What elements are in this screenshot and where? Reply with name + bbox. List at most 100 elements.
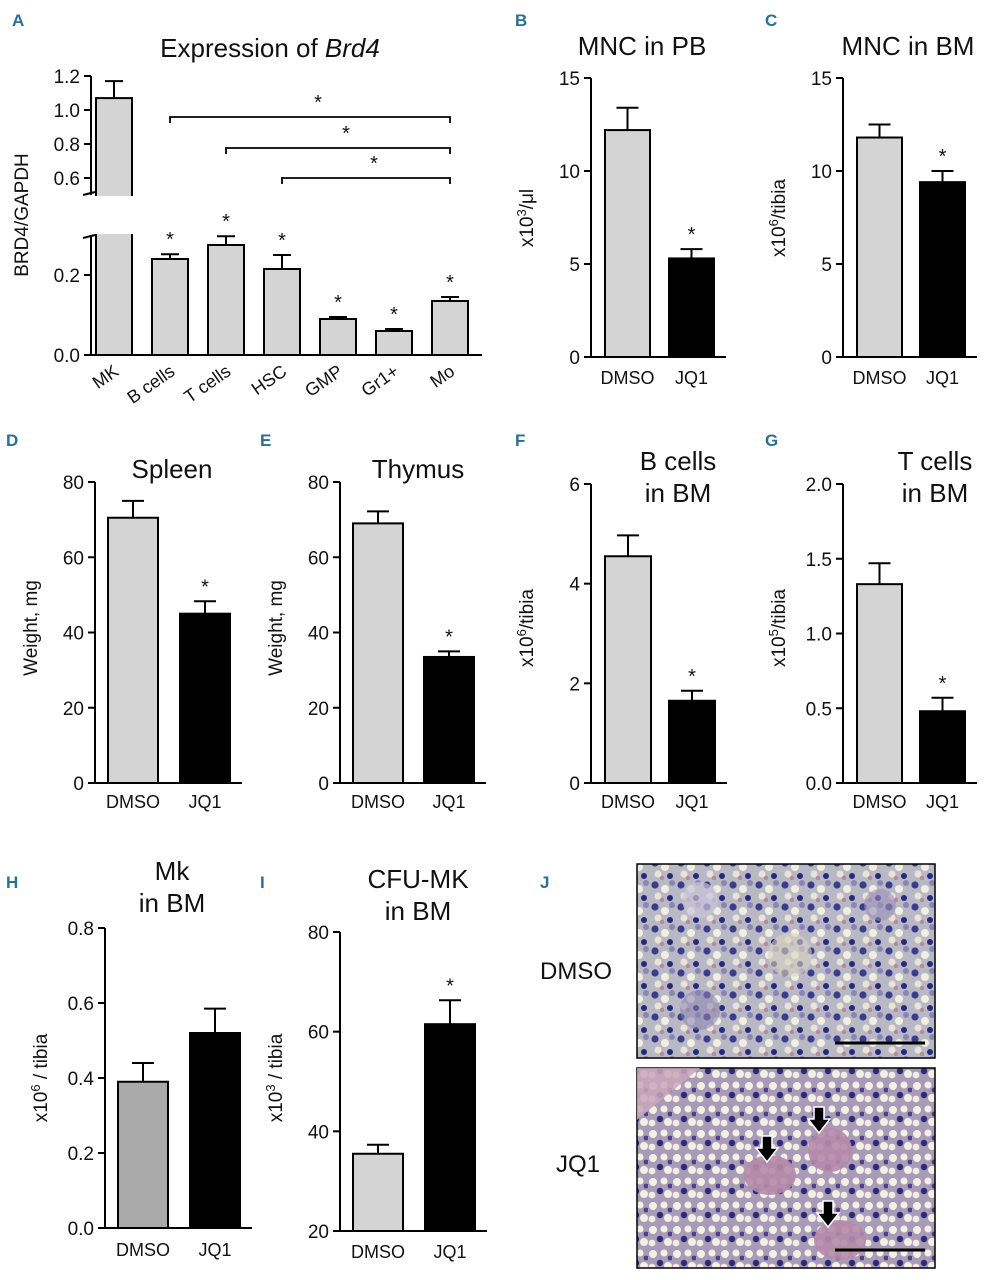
bracket-star: * <box>314 92 322 114</box>
x-tick-label: DMSO <box>853 368 907 388</box>
panel-label-b: B <box>515 11 527 30</box>
y-tick-label: 0.6 <box>54 169 80 190</box>
x-tick-label: MK <box>89 361 123 393</box>
arrow-down-icon <box>754 1135 780 1164</box>
panel-label-d: D <box>6 431 18 450</box>
bar-mo <box>431 300 469 356</box>
bar-jq1 <box>179 612 231 784</box>
significance-star: * <box>390 304 398 326</box>
y-tick-label: 40 <box>308 624 329 645</box>
bar-dmso <box>352 522 404 784</box>
bar-dmso <box>856 136 903 358</box>
significance-star: * <box>939 146 947 168</box>
panel-label-g: G <box>765 431 778 450</box>
y-axis-label: x106/tibia <box>766 179 791 257</box>
x-tick-label: DMSO <box>351 1242 405 1262</box>
bar-dmso <box>856 583 903 784</box>
panel-c-chart: MNC in BM x106/tibia 0 5 10 15 DMSO * JQ1 <box>766 31 977 388</box>
y-tick-label: 1.5 <box>806 550 832 571</box>
x-tick-label: GMP <box>301 361 346 401</box>
bar-t-cells <box>207 244 245 356</box>
significance-star: * <box>446 272 454 294</box>
bar-dmso <box>117 1080 169 1229</box>
x-tick-label: DMSO <box>351 792 405 812</box>
y-tick-label: 4 <box>569 575 580 596</box>
chart-title: in BM <box>139 888 205 918</box>
y-tick-label: 80 <box>63 473 84 494</box>
y-tick-label: 0 <box>318 774 329 795</box>
chart-title: Thymus <box>372 454 464 484</box>
bar-gr1- <box>375 330 413 356</box>
panel-label-h: H <box>6 873 18 892</box>
bar-dmso <box>604 129 651 358</box>
chart-title: in BM <box>902 478 968 508</box>
bar-jq1 <box>424 1023 476 1232</box>
significance-star: * <box>446 975 454 997</box>
chart-title: Spleen <box>132 454 213 484</box>
y-axis-label: x106 / tibia <box>28 1033 53 1122</box>
significance-star: * <box>201 576 209 598</box>
panel-label-c: C <box>765 11 777 30</box>
x-tick-label: JQ1 <box>926 792 959 812</box>
y-axis-label: x103 / tibia <box>263 1033 288 1122</box>
panel-b-chart: MNC in PB x103/μl 0 5 10 15 DMSO * JQ1 <box>514 31 726 388</box>
chart-title: Mk <box>155 856 191 886</box>
panel-d-chart: Spleen Weight, mg 0 20 40 60 80 DMSO * JQ1 <box>21 454 242 812</box>
x-tick-label: JQ1 <box>926 368 959 388</box>
y-tick-label: 80 <box>308 923 329 944</box>
y-tick-label: 0.0 <box>806 774 832 795</box>
y-tick-label: 2 <box>569 674 580 695</box>
x-tick-label: DMSO <box>116 1240 170 1260</box>
arrow-down-icon <box>815 1200 841 1229</box>
bar-dmso <box>352 1152 404 1232</box>
y-axis-label: Weight, mg <box>266 580 287 676</box>
y-tick-label: 60 <box>63 548 84 569</box>
y-tick-label: 0 <box>821 348 832 369</box>
y-tick-label: 1.0 <box>806 625 832 646</box>
arrow-down-icon <box>806 1106 832 1135</box>
x-tick-label: JQ1 <box>188 792 221 812</box>
bar-jq1 <box>668 257 715 359</box>
bar-jq1 <box>919 181 966 358</box>
panel-label-f: F <box>515 431 525 450</box>
significance-bracket <box>281 177 451 184</box>
chart-title: MNC in PB <box>578 31 707 61</box>
x-tick-label: JQ1 <box>675 368 708 388</box>
y-tick-label: 0.2 <box>54 266 80 287</box>
significance-star: * <box>334 292 342 314</box>
row-label-jq1: JQ1 <box>556 1151 600 1178</box>
chart-title: in BM <box>645 478 711 508</box>
bar-jq1 <box>423 655 475 784</box>
y-axis-label: x103/μl <box>514 189 539 247</box>
axis-break-mark <box>82 191 96 196</box>
x-tick-label: T cells <box>180 361 234 407</box>
y-tick-label: 0 <box>569 348 580 369</box>
y-tick-label: 40 <box>63 624 84 645</box>
y-tick-label: 0.8 <box>54 135 80 156</box>
y-axis-label: Weight, mg <box>21 580 42 676</box>
chart-title: MNC in BM <box>842 31 975 61</box>
x-tick-label: DMSO <box>601 792 655 812</box>
y-tick-label: 0.8 <box>68 919 94 940</box>
y-axis-label: x105/tibia <box>766 589 791 667</box>
y-tick-label: 20 <box>308 1222 329 1243</box>
y-tick-label: 10 <box>559 162 580 183</box>
x-tick-label: JQ1 <box>432 792 465 812</box>
y-axis-label: BRD4/GAPDH <box>12 153 33 277</box>
significance-bracket <box>225 147 451 154</box>
y-tick-label: 80 <box>308 473 329 494</box>
x-tick-label: DMSO <box>106 792 160 812</box>
chart-title: B cells <box>640 446 717 476</box>
x-tick-label: DMSO <box>853 792 907 812</box>
significance-bracket <box>169 116 451 123</box>
y-tick-label: 0.5 <box>806 699 832 720</box>
x-tick-label: HSC <box>248 361 291 399</box>
y-tick-label: 5 <box>821 255 832 276</box>
y-tick-label: 5 <box>569 255 580 276</box>
bar-b-cells <box>151 258 189 356</box>
y-tick-label: 60 <box>308 1023 329 1044</box>
bar-dmso <box>604 555 652 785</box>
axis-break-mark <box>82 234 96 239</box>
